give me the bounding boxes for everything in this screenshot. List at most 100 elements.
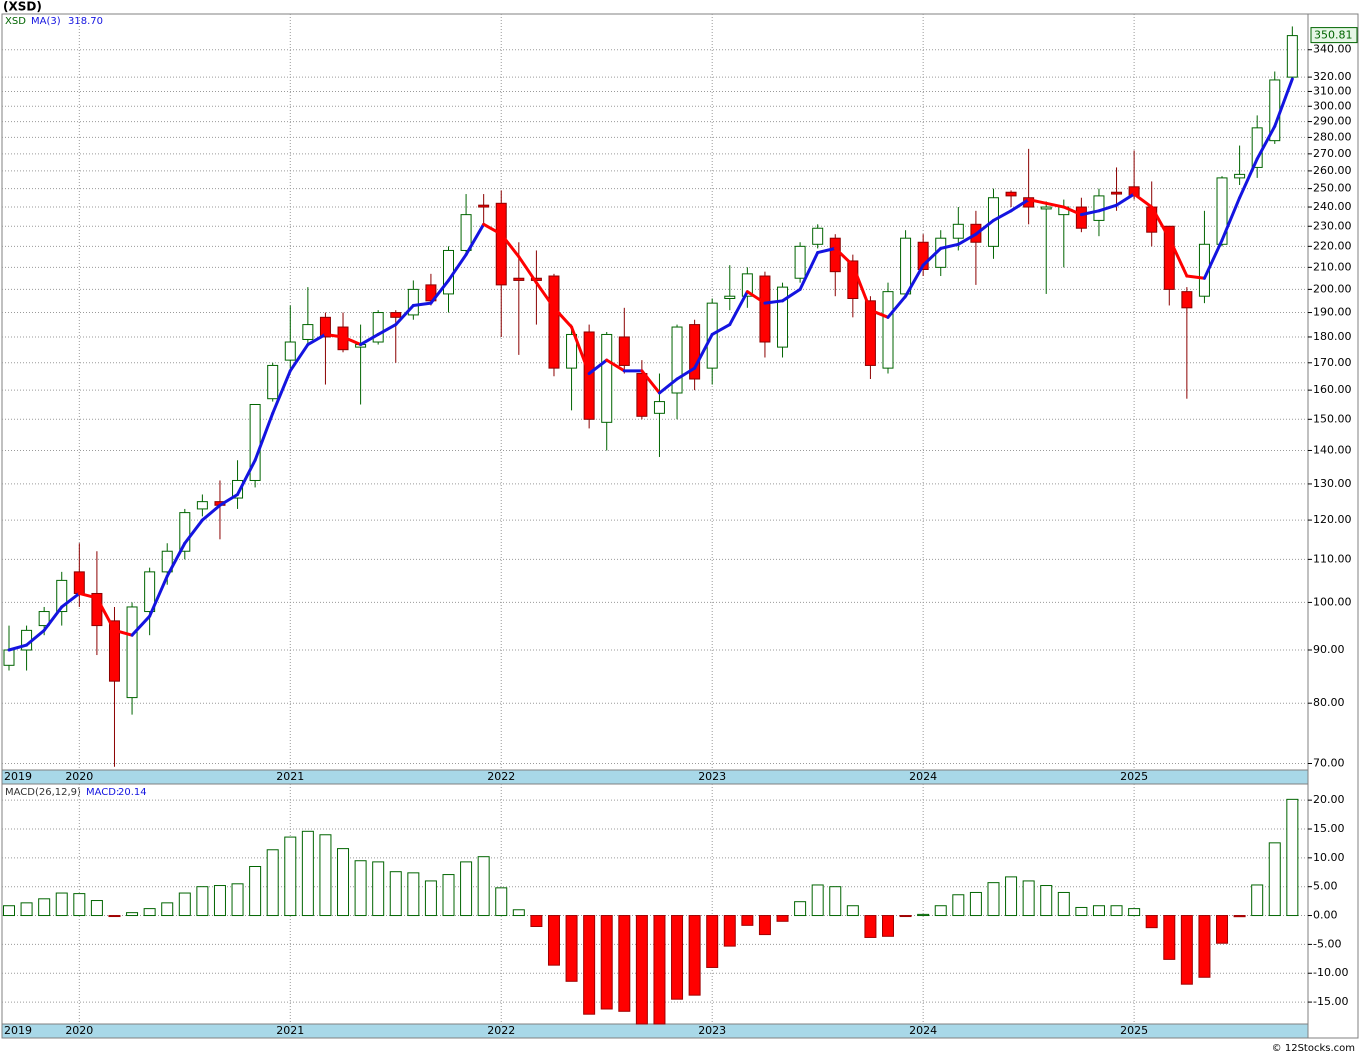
macd-bar: [794, 901, 807, 917]
candle-body: [284, 341, 296, 361]
ma-segment: [77, 591, 99, 600]
macd-bar: [319, 834, 332, 917]
macd-bar: [460, 861, 473, 917]
ma-segment: [587, 358, 609, 376]
x-tick-label: 2023: [698, 1024, 726, 1037]
ma-segment: [851, 263, 872, 312]
candle-body: [566, 333, 578, 369]
macd-bar: [776, 915, 789, 922]
ma-segment: [798, 251, 820, 291]
macd-bar: [899, 915, 912, 918]
chart-title: (XSD): [3, 0, 42, 14]
candle-body: [3, 649, 15, 666]
macd-bar: [372, 861, 385, 917]
ma-segment: [640, 369, 661, 395]
macd-bar: [1216, 915, 1229, 944]
ma-segment: [1238, 157, 1259, 200]
macd-bar: [618, 915, 631, 1012]
candle-body: [495, 202, 507, 286]
candle-body: [161, 550, 173, 573]
macd-bar: [143, 908, 156, 917]
y-tick-label: 5.00: [1313, 880, 1338, 893]
candle-body: [179, 512, 191, 552]
legend-ma: MA(3): [31, 16, 61, 27]
macd-bar: [1251, 884, 1264, 917]
macd-bar: [653, 915, 666, 1025]
y-tick-label: 310.00: [1313, 84, 1352, 97]
candle-body: [302, 324, 314, 340]
ma-segment: [991, 209, 1013, 222]
ma-segment: [1027, 198, 1048, 205]
candle-body: [144, 571, 156, 613]
candle-body: [390, 312, 402, 318]
macd-bar: [547, 915, 560, 966]
ma-segment: [42, 605, 64, 632]
macd-bar: [495, 887, 508, 917]
footer: © 12Stocks.com: [1272, 1043, 1355, 1054]
ma-segment: [781, 287, 802, 303]
ma-segment: [939, 242, 960, 250]
y-tick-label: 290.00: [1313, 115, 1352, 128]
macd-bar: [1180, 915, 1193, 985]
ma-segment: [236, 458, 257, 496]
ma-segment: [1273, 77, 1294, 128]
macd-bar: [407, 872, 420, 917]
macd-bar: [864, 915, 877, 938]
ma-segment: [904, 263, 925, 298]
macd-bar: [301, 830, 314, 917]
ma-segment: [1185, 274, 1206, 280]
macd-bar: [90, 900, 103, 917]
x-tick-label: 2025: [1120, 770, 1148, 783]
ma-segment: [1167, 236, 1189, 278]
macd-bar: [1233, 915, 1246, 918]
x-tick-label: 2022: [487, 1024, 515, 1037]
y-tick-label: 15.00: [1313, 822, 1345, 835]
macd-bar: [1268, 842, 1281, 917]
macd-bar: [969, 891, 982, 917]
candle-body: [900, 237, 912, 295]
ma-segment: [359, 332, 380, 347]
x-tick-label: 2022: [487, 770, 515, 783]
y-tick-label: 20.00: [1313, 793, 1345, 806]
y-tick-label: -5.00: [1313, 937, 1341, 950]
candle-body: [1075, 206, 1087, 229]
candle-body: [372, 312, 384, 343]
macd-bar: [1005, 876, 1018, 917]
macd-bar: [741, 915, 754, 926]
x-tick-label: 2023: [698, 770, 726, 783]
ma-segment: [1220, 196, 1242, 242]
macd-bar: [73, 893, 86, 917]
candle-body: [319, 316, 331, 338]
candle-body: [759, 275, 771, 343]
ma-segment: [130, 614, 152, 637]
macd-bar: [108, 915, 121, 918]
y-tick-label: 200.00: [1313, 282, 1352, 295]
y-tick-label: 160.00: [1313, 383, 1352, 396]
candle-body: [196, 501, 208, 510]
x-tick-label: 2019: [4, 770, 32, 783]
ma-segment: [95, 596, 116, 632]
candle-body: [1163, 225, 1175, 290]
ma-segment: [376, 323, 398, 336]
date-band: [1, 769, 1309, 785]
ma-segment: [1044, 201, 1066, 209]
y-tick-label: 70.00: [1313, 757, 1345, 770]
macd-bar: [231, 883, 244, 917]
macd-bar: [811, 884, 824, 917]
ma-segment: [745, 290, 767, 305]
ma-segment: [394, 303, 415, 327]
ma-segment: [886, 294, 908, 319]
macd-bar: [424, 880, 437, 917]
y-tick-label: 210.00: [1313, 260, 1352, 273]
candle-body: [407, 288, 419, 316]
ma-segment: [271, 369, 292, 415]
ma-segment: [60, 591, 81, 609]
ma-segment: [552, 306, 574, 329]
ma-segment: [974, 218, 995, 236]
ma-segment: [570, 325, 591, 376]
macd-bar: [565, 915, 578, 982]
candle-body: [636, 373, 648, 417]
candle-body: [777, 286, 789, 348]
ma-segment: [411, 301, 433, 307]
macd-bar: [1092, 905, 1105, 917]
